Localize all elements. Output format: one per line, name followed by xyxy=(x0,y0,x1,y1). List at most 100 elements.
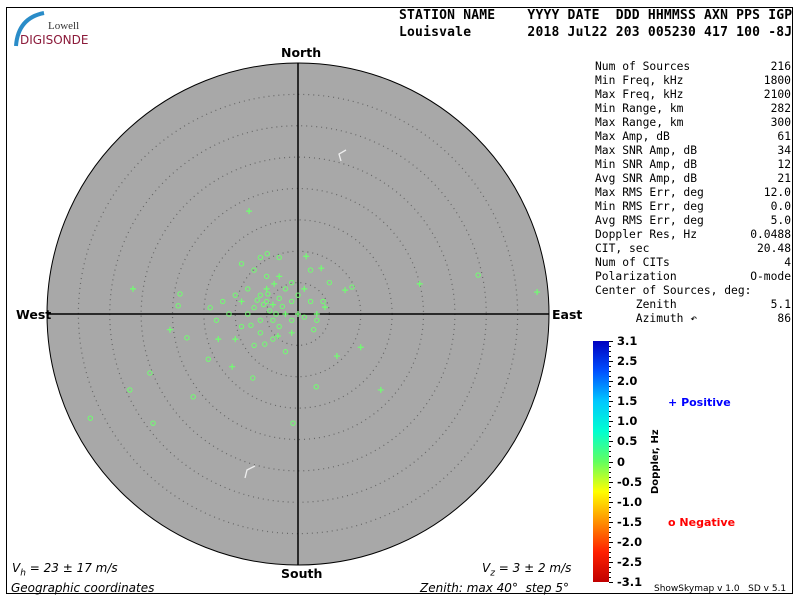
stat-label: Max Freq, kHz xyxy=(595,88,684,101)
compass-west: West xyxy=(16,307,52,322)
stat-label: Num of CITs xyxy=(595,256,670,269)
compass-south: South xyxy=(281,566,323,581)
source-point-negative xyxy=(248,322,254,328)
stat-label: CIT, sec xyxy=(595,242,650,255)
source-point-negative xyxy=(314,317,320,323)
colorbar-tick-label: -2.5 xyxy=(617,554,643,569)
stat-row: Max Amp, dB 61 xyxy=(595,130,791,144)
source-point-negative xyxy=(220,298,226,305)
plus-icon: + xyxy=(668,396,678,409)
colorbar-tick xyxy=(609,441,613,443)
colorbar-tick xyxy=(609,381,613,383)
source-point-positive xyxy=(303,253,310,260)
stat-label: Max Amp, dB xyxy=(595,130,670,143)
source-point-negative xyxy=(289,279,295,286)
source-point-negative xyxy=(262,341,268,347)
source-point-negative xyxy=(184,335,190,341)
source-point-negative xyxy=(260,301,267,308)
colorbar-minor-tick xyxy=(609,446,611,448)
source-point-negative xyxy=(276,323,282,330)
colorbar-minor-tick xyxy=(609,491,611,493)
colorbar-tick-label: 0.5 xyxy=(617,434,638,449)
colorbar-minor-tick xyxy=(609,376,611,378)
stat-value: 2100 xyxy=(763,88,791,101)
source-point-negative xyxy=(264,251,270,257)
colorbar-minor-tick xyxy=(609,561,611,563)
stat-value: 1800 xyxy=(763,74,791,87)
stat-row: Max Range, km 300 xyxy=(595,116,791,130)
colorbar-minor-tick xyxy=(609,521,611,523)
colorbar-minor-tick xyxy=(609,536,611,538)
colorbar-tick-label: 2.5 xyxy=(617,354,638,369)
stat-row: Min Freq, kHz 1800 xyxy=(595,74,791,88)
source-point-negative xyxy=(320,298,326,305)
source-point-negative xyxy=(238,261,245,267)
colorbar-tick-label: 3.1 xyxy=(617,334,638,348)
source-point-negative xyxy=(326,279,333,286)
colorbar-minor-tick xyxy=(609,416,611,418)
source-point-negative xyxy=(263,298,270,305)
circle-icon: o xyxy=(668,516,676,529)
stat-label: Center of Sources, deg: xyxy=(595,284,752,297)
source-point-negative xyxy=(313,384,319,390)
stat-row: Avg SNR Amp, dB 21 xyxy=(595,172,791,186)
colorbar-tick-label: 2.0 xyxy=(617,374,638,389)
source-point-negative xyxy=(232,292,238,298)
source-point-positive xyxy=(282,311,289,317)
source-point-positive xyxy=(288,329,295,336)
source-point-negative xyxy=(147,370,153,376)
source-point-positive xyxy=(215,336,222,343)
version-label: ShowSkymap v 1.0 SD v 5.1 xyxy=(654,584,787,594)
doppler-colorbar xyxy=(593,341,609,582)
stat-label: Min Freq, kHz xyxy=(595,74,684,87)
source-point-negative xyxy=(251,305,257,311)
stat-value: 61 xyxy=(777,130,791,143)
stat-row: Max SNR Amp, dB 34 xyxy=(595,144,791,158)
source-point-negative xyxy=(295,292,301,298)
stat-value: 34 xyxy=(777,144,791,157)
source-point-negative xyxy=(289,317,295,323)
colorbar-minor-tick xyxy=(609,551,611,553)
vertical-velocity: Vz = 3 ± 2 m/s xyxy=(482,561,572,579)
source-point-positive xyxy=(229,363,236,370)
source-point-negative xyxy=(177,291,183,297)
source-point-negative xyxy=(310,326,317,333)
source-point-positive xyxy=(313,311,320,317)
header-values: Louisvale 2018 Jul22 203 005230 417 100 … xyxy=(399,25,793,40)
source-point-positive xyxy=(246,208,253,215)
colorbar-tick xyxy=(609,541,613,543)
stat-row: Center of Sources, deg: xyxy=(595,284,791,298)
stat-label: Num of Sources xyxy=(595,60,691,73)
colorbar-minor-tick xyxy=(609,501,611,503)
source-point-positive xyxy=(263,285,270,292)
source-point-positive xyxy=(295,311,301,317)
sector-marker-icon xyxy=(244,465,256,479)
colorbar-minor-tick xyxy=(609,471,611,473)
source-point-negative xyxy=(213,317,220,323)
stat-row: Zenith 5.1 xyxy=(595,298,791,312)
source-point-negative xyxy=(276,295,282,302)
sector-marker-icon xyxy=(338,149,347,162)
source-point-negative xyxy=(127,387,133,393)
colorbar-tick-label: 0 xyxy=(617,454,626,469)
lowell-digisonde-logo: Lowell DIGISONDE xyxy=(10,10,90,48)
source-point-negative xyxy=(250,375,256,381)
compass-east: East xyxy=(552,307,583,322)
colorbar-tick xyxy=(609,481,613,483)
colorbar-minor-tick xyxy=(609,566,611,568)
colorbar-tick xyxy=(609,501,613,503)
source-point-negative xyxy=(270,317,276,323)
source-point-positive xyxy=(357,344,364,351)
stat-row: Min Range, km 282 xyxy=(595,102,791,116)
source-point-negative xyxy=(475,272,481,278)
colorbar-minor-tick xyxy=(609,541,611,543)
colorbar-minor-tick xyxy=(609,411,611,413)
colorbar-tick-label: -1.5 xyxy=(617,514,643,529)
colorbar-minor-tick xyxy=(609,571,611,573)
source-point-positive xyxy=(333,353,340,360)
source-point-positive xyxy=(238,298,245,305)
colorbar-tick xyxy=(609,561,613,563)
colorbar-minor-tick xyxy=(609,531,611,533)
